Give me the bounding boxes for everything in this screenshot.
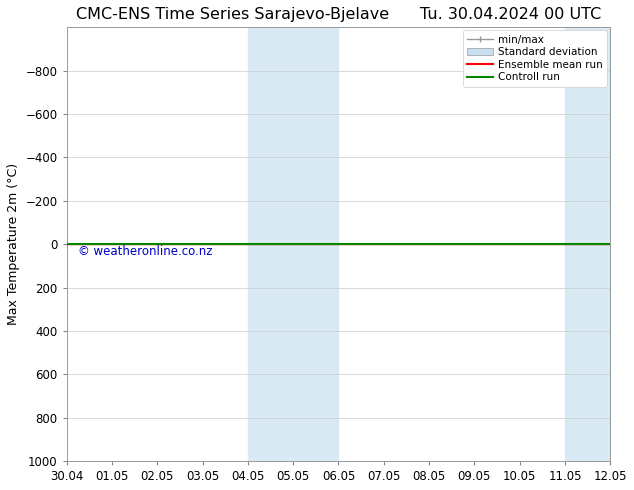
Legend: min/max, Standard deviation, Ensemble mean run, Controll run: min/max, Standard deviation, Ensemble me… xyxy=(463,30,607,87)
Y-axis label: Max Temperature 2m (°C): Max Temperature 2m (°C) xyxy=(7,163,20,325)
Title: CMC-ENS Time Series Sarajevo-Bjelave      Tu. 30.04.2024 00 UTC: CMC-ENS Time Series Sarajevo-Bjelave Tu.… xyxy=(76,7,601,22)
Bar xyxy=(248,27,339,461)
Text: © weatheronline.co.nz: © weatheronline.co.nz xyxy=(77,245,212,258)
Bar xyxy=(565,27,611,461)
